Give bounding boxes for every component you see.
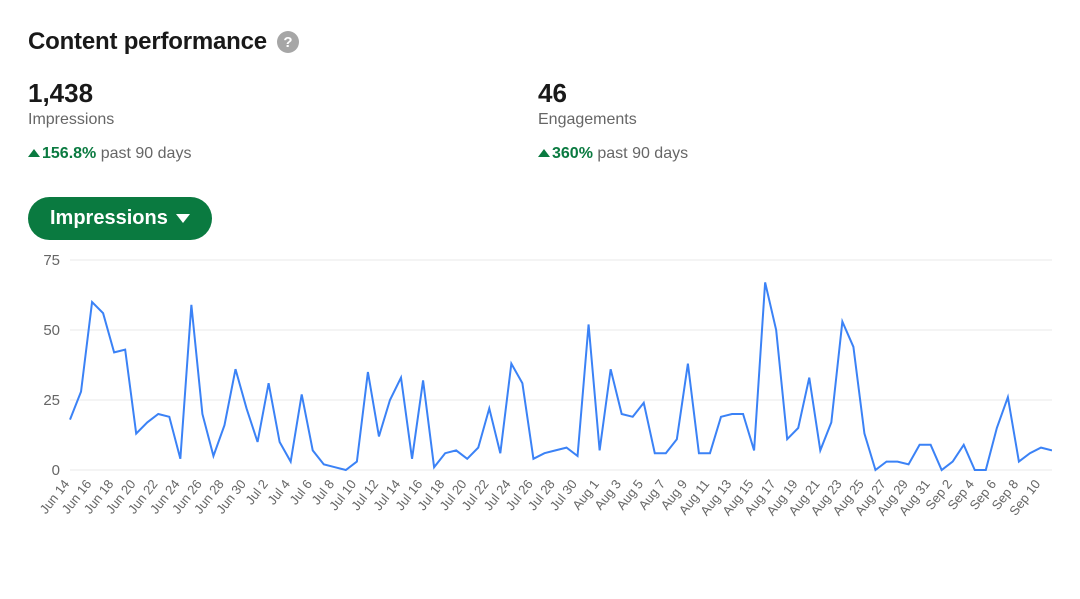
metric-engagements: 46 Engagements 360% past 90 days bbox=[538, 78, 1048, 179]
metric-delta: 156.8% past 90 days bbox=[28, 145, 538, 163]
metric-selector-dropdown[interactable]: Impressions bbox=[28, 197, 212, 240]
content-performance-panel: Content performance ? 1,438 Impressions … bbox=[0, 0, 1080, 599]
svg-text:0: 0 bbox=[52, 462, 60, 479]
panel-title: Content performance bbox=[28, 28, 267, 56]
svg-text:Jul 6: Jul 6 bbox=[286, 477, 315, 508]
svg-text:Jul 4: Jul 4 bbox=[264, 477, 293, 508]
metrics-row: 1,438 Impressions 156.8% past 90 days 46… bbox=[28, 78, 1052, 179]
panel-header: Content performance ? bbox=[28, 28, 1052, 56]
delta-percent: 360% bbox=[552, 145, 593, 162]
metric-value: 1,438 bbox=[28, 78, 538, 109]
svg-text:Jul 2: Jul 2 bbox=[242, 477, 271, 508]
metric-selector-label: Impressions bbox=[50, 207, 168, 230]
metric-delta: 360% past 90 days bbox=[538, 145, 1048, 163]
svg-text:75: 75 bbox=[43, 254, 60, 269]
metric-impressions: 1,438 Impressions 156.8% past 90 days bbox=[28, 78, 538, 179]
caret-up-icon bbox=[538, 149, 550, 157]
impressions-chart: 0255075Jun 14Jun 16Jun 18Jun 20Jun 22Jun… bbox=[28, 254, 1052, 550]
metric-label: Impressions bbox=[28, 111, 538, 129]
metric-label: Engagements bbox=[538, 111, 1048, 129]
chart-svg: 0255075Jun 14Jun 16Jun 18Jun 20Jun 22Jun… bbox=[28, 254, 1052, 550]
metric-value: 46 bbox=[538, 78, 1048, 109]
delta-period: past 90 days bbox=[597, 145, 688, 162]
chevron-down-icon bbox=[176, 214, 190, 223]
help-icon[interactable]: ? bbox=[277, 31, 299, 53]
svg-text:25: 25 bbox=[43, 392, 60, 409]
delta-period: past 90 days bbox=[101, 145, 192, 162]
caret-up-icon bbox=[28, 149, 40, 157]
svg-text:50: 50 bbox=[43, 322, 60, 339]
delta-percent: 156.8% bbox=[42, 145, 96, 162]
